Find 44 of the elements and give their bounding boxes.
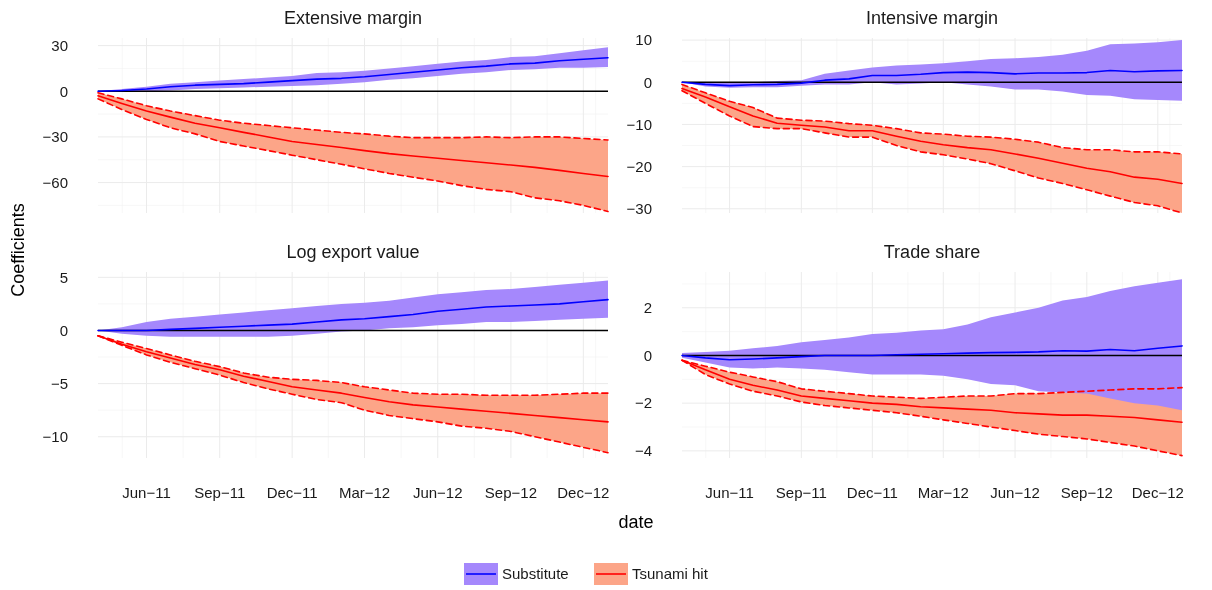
x-tick-label: Jun−12 [990,484,1040,501]
x-tick-label: Sep−12 [484,484,537,501]
chart-title: Extensive margin [283,8,423,28]
line-series [681,69,1183,87]
y-tick-label: 0 [59,321,68,339]
y-axis-title: Coefficients [8,203,28,297]
x-tick-label: Jun−11 [705,484,754,501]
x-tick-label: Jun−12 [412,484,463,501]
y-tick-label: −60 [42,173,68,191]
y-tick-label: 0 [643,73,652,91]
line-series [681,345,1183,361]
y-tick-label: 0 [643,346,652,364]
x-tick-label: Mar−12 [917,484,969,501]
chart-title: Trade share [883,242,981,262]
x-tick-label: Dec−12 [1131,484,1184,501]
x-tick-label: Sep−11 [194,484,246,501]
x-tick-label: Sep−11 [775,484,827,501]
x-tick-label: Dec−12 [557,484,610,501]
x-tick-label: Dec−11 [266,484,318,501]
y-tick-label: 2 [643,299,652,317]
line-series [97,298,609,332]
x-tick-label: Jun−11 [122,484,171,501]
chart-title: Intensive margin [865,8,999,28]
legend-label: Tsunami hit [632,565,709,583]
y-tick-label: −4 [634,442,652,460]
y-tick-label: 0 [59,82,68,100]
y-tick-label: −10 [42,427,68,445]
x-tick-label: Dec−11 [846,484,898,501]
legend-label: Substitute [502,565,569,583]
chart-title: Log export value [286,242,420,262]
y-tick-label: 30 [51,36,68,54]
y-tick-label: −5 [50,374,68,392]
y-tick-label: −2 [634,394,652,412]
line-series [681,83,1183,155]
line-series [97,56,609,93]
y-tick-label: −20 [626,157,652,175]
x-axis-title: date [618,512,654,532]
y-tick-label: −30 [626,200,652,218]
y-tick-label: −10 [626,115,652,133]
y-tick-label: −30 [42,128,68,146]
y-tick-label: 5 [59,268,68,286]
y-tick-label: 10 [635,31,652,49]
x-tick-label: Sep−12 [1060,484,1113,501]
x-tick-label: Mar−12 [338,484,391,501]
